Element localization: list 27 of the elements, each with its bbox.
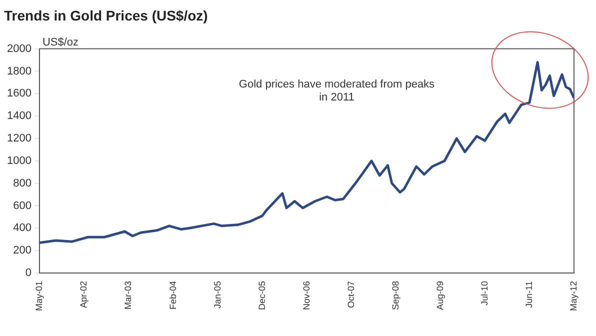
y-tick-label: 800: [13, 177, 32, 190]
x-tick-label: Jun-11: [524, 280, 534, 308]
x-tick-label: May-12: [568, 280, 578, 312]
x-tick-label: Jul-10: [479, 280, 490, 306]
x-tick-label: Nov-06: [301, 280, 312, 310]
y-axis-title: US$/oz: [42, 36, 79, 48]
y-tick-label: 1400: [6, 110, 32, 122]
y-tick-label: 600: [13, 200, 32, 212]
y-tick-label: 1200: [6, 132, 32, 145]
y-tick-label: 1800: [6, 65, 32, 78]
x-tick-label: Dec-05: [256, 280, 267, 310]
y-tick-label: 2000: [6, 42, 32, 55]
x-tick-label: Oct-07: [346, 280, 356, 308]
x-tick-label: Aug-09: [434, 280, 445, 310]
x-tick-label: Jan-05: [212, 280, 222, 309]
chart-title: Trends in Gold Prices (US$/oz): [4, 7, 208, 24]
x-tick-label: Feb-04: [168, 280, 178, 310]
x-tick-label: Sep-08: [390, 280, 400, 310]
y-tick-label: 1000: [6, 154, 32, 167]
x-tick-label: Mar-03: [122, 280, 133, 310]
y-tick-label: 0: [25, 267, 32, 280]
y-tick-label: 200: [13, 244, 32, 257]
x-tick-label: Apr-02: [78, 280, 89, 308]
x-tick-label: May-01: [34, 280, 44, 312]
y-tick-label: 1600: [6, 88, 32, 100]
annotation: Gold prices have moderated from peaks in 2011: [238, 78, 436, 104]
y-tick-label: 400: [13, 222, 32, 234]
